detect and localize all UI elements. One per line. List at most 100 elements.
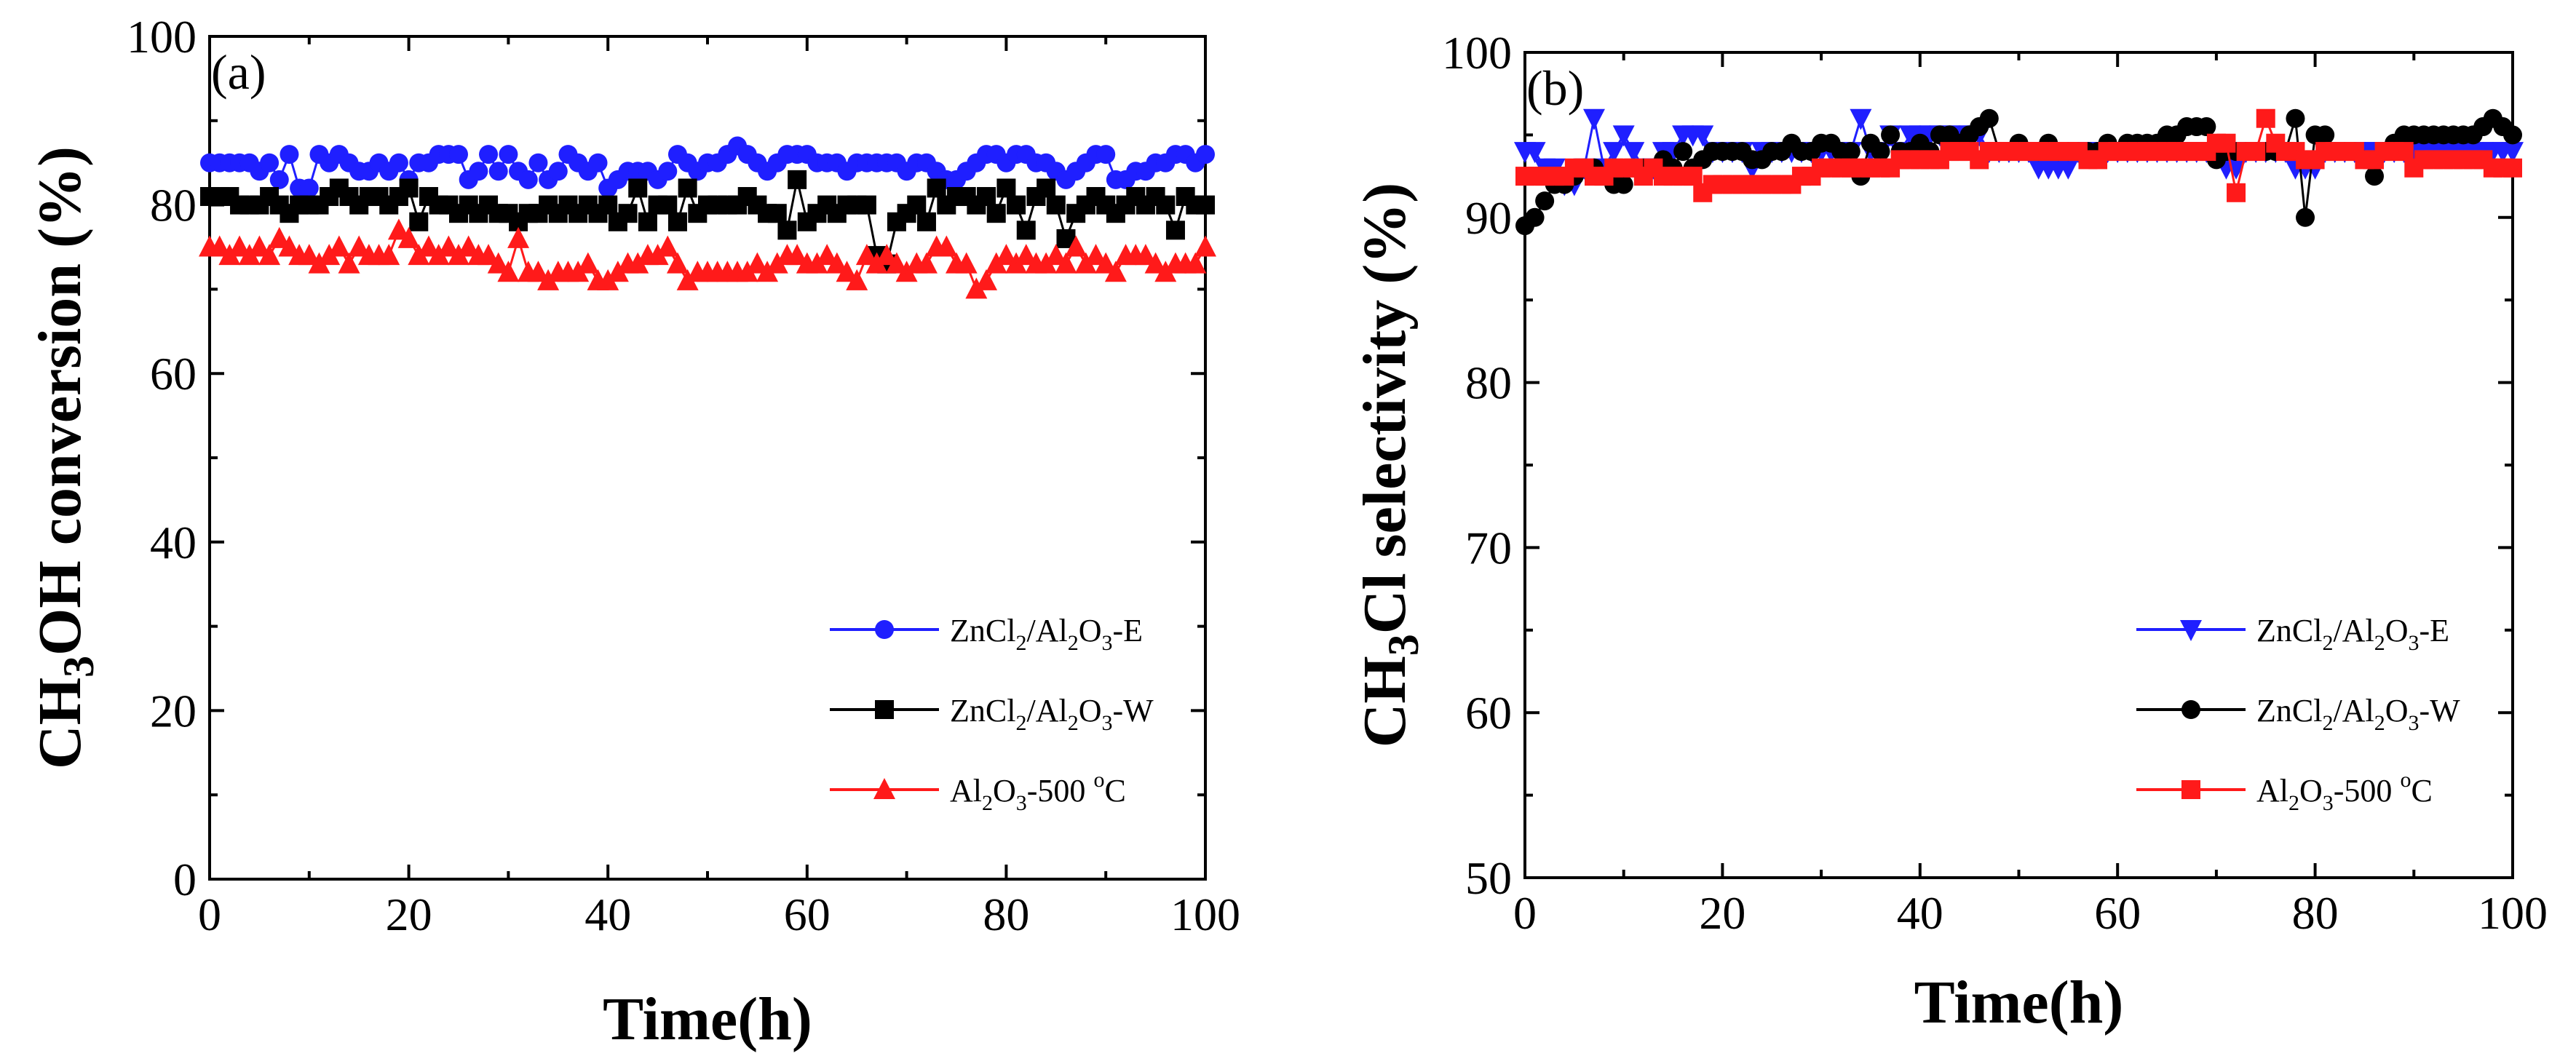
data-point [1525,207,1545,227]
data-point [965,277,988,299]
data-point [855,244,878,266]
x-axis-title: Time(h) [603,985,812,1053]
y-tick-label: 60 [150,348,197,400]
data-point [857,195,876,215]
data-point [996,178,1016,198]
data-point [627,252,649,274]
data-point [448,244,469,266]
data-point [437,235,460,257]
series-2 [199,218,1216,299]
data-point [208,235,231,257]
data-point [1015,244,1037,266]
data-point [2227,183,2246,202]
y-axis-title: CH3OH conversion (%) [26,146,103,769]
data-point [1095,252,1117,274]
data-point [1007,195,1026,215]
legend-label: ZnCl2/Al2O3-W [950,693,1154,735]
data-point [280,145,299,164]
x-tick-label: 100 [2478,887,2548,939]
data-point [935,235,958,257]
data-point [1046,195,1066,215]
data-point [1196,145,1215,164]
data-point [1673,142,1693,162]
data-point [528,153,548,172]
data-point [806,252,828,274]
data-point [836,261,858,282]
data-point [907,195,927,215]
data-point [518,170,538,189]
data-point [1614,175,1633,194]
legend-label: Al2O3-500 oC [2256,768,2433,815]
data-point [408,244,430,266]
data-point [1065,235,1087,257]
panel-label: (a) [211,44,266,100]
data-point [477,244,500,266]
y-tick-label: 90 [1465,192,1512,244]
data-point [618,204,638,223]
data-point [1881,125,1901,145]
data-point [1871,142,1890,162]
data-point [876,244,898,266]
data-point [378,244,400,266]
data-point [218,244,241,266]
data-point [1841,142,1860,162]
data-point [1016,221,1036,240]
data-point [2315,125,2335,145]
legend-marker [873,778,895,799]
data-point [975,269,998,290]
data-point [2256,108,2275,128]
data-point [348,235,370,257]
data-point [606,261,629,282]
data-point [658,162,678,181]
data-point [389,153,408,172]
x-tick-label: 20 [1699,887,1745,939]
data-point [487,252,510,274]
data-point [1165,221,1185,240]
data-point [2057,158,2080,180]
data-point [409,212,429,231]
data-point [1582,108,1605,130]
legend-entry: ZnCl2/Al2O3-E [830,613,1143,655]
data-point [1144,252,1167,274]
data-point [479,145,499,164]
data-point [1156,195,1176,215]
data-point [457,235,480,257]
data-point [1154,261,1177,282]
data-point [657,235,679,257]
y-tick-label: 50 [1465,852,1512,904]
legend-marker [875,620,894,639]
x-tick-label: 0 [198,889,221,940]
data-point [2286,108,2305,128]
data-point [756,261,779,282]
legend-label: ZnCl2/Al2O3-W [2256,693,2460,735]
data-point [2216,133,2236,153]
data-point [666,252,689,274]
data-point [499,145,518,164]
series-0 [200,136,1215,198]
legend-label: ZnCl2/Al2O3-E [2256,613,2449,655]
data-point [298,244,320,266]
data-point [1104,261,1127,282]
data-point [895,261,918,282]
data-point [248,235,271,257]
data-point [667,212,687,231]
y-tick-label: 100 [1442,27,1512,79]
data-point [597,269,619,290]
data-point [1096,145,1116,164]
data-point [736,261,758,282]
y-tick-label: 20 [150,685,197,737]
data-point [1005,252,1028,274]
data-point [2197,117,2216,137]
data-point [417,235,440,257]
panel-label: (b) [1526,60,1584,116]
data-point [238,244,261,266]
data-point [527,261,550,282]
y-tick-label: 70 [1465,522,1512,573]
data-point [2502,142,2524,164]
y-tick-label: 100 [127,11,197,63]
data-point [1683,167,1703,186]
data-point [1074,252,1097,274]
data-point [328,235,350,257]
y-tick-label: 80 [150,180,197,231]
data-point [2296,207,2315,227]
